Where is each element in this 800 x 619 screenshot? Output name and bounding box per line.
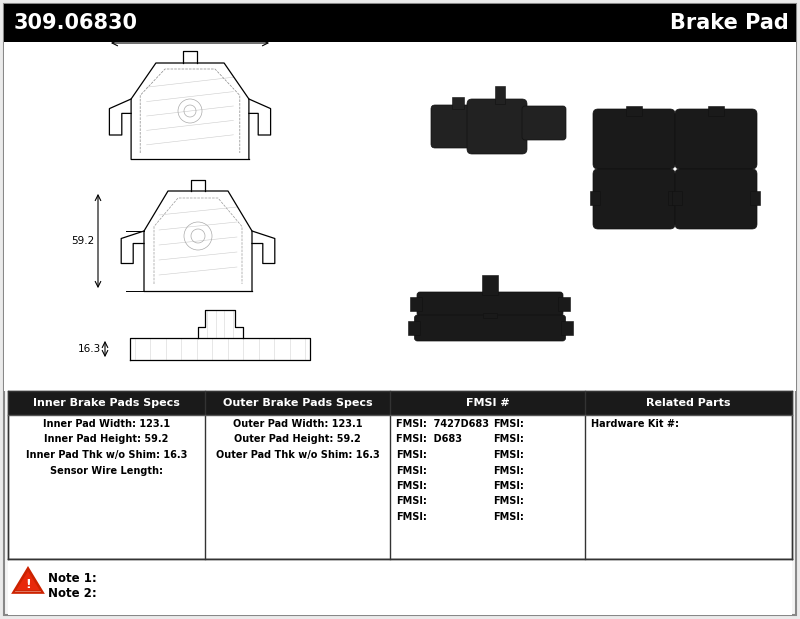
FancyBboxPatch shape bbox=[417, 292, 563, 316]
Text: Outer Pad Thk w/o Shim: 16.3: Outer Pad Thk w/o Shim: 16.3 bbox=[216, 450, 379, 460]
Text: 123.1: 123.1 bbox=[175, 29, 205, 39]
FancyBboxPatch shape bbox=[675, 169, 757, 229]
Text: Outer Pad Width: 123.1: Outer Pad Width: 123.1 bbox=[233, 419, 362, 429]
Text: FMSI:: FMSI: bbox=[396, 481, 427, 491]
Text: FMSI:: FMSI: bbox=[494, 496, 524, 506]
Bar bbox=[390, 391, 585, 415]
FancyBboxPatch shape bbox=[522, 106, 566, 140]
Text: Note 2:: Note 2: bbox=[48, 587, 97, 600]
Text: Outer Brake Pads Specs: Outer Brake Pads Specs bbox=[222, 398, 372, 408]
Text: FMSI:  7427D683: FMSI: 7427D683 bbox=[396, 419, 489, 429]
Text: FMSI:: FMSI: bbox=[494, 435, 524, 444]
Text: FMSI:: FMSI: bbox=[396, 450, 427, 460]
Text: Sensor Wire Length:: Sensor Wire Length: bbox=[50, 465, 163, 475]
FancyBboxPatch shape bbox=[467, 99, 527, 154]
Bar bbox=[8, 391, 792, 559]
FancyBboxPatch shape bbox=[431, 105, 494, 148]
Bar bbox=[482, 275, 498, 295]
Bar bbox=[205, 391, 390, 415]
Bar bbox=[672, 191, 682, 205]
Text: 16.3: 16.3 bbox=[78, 344, 101, 354]
FancyBboxPatch shape bbox=[593, 169, 675, 229]
Text: Brake Pad: Brake Pad bbox=[670, 13, 789, 33]
Bar bbox=[561, 321, 573, 335]
Text: Inner Brake Pads Specs: Inner Brake Pads Specs bbox=[33, 398, 180, 408]
Text: Inner Pad Width: 123.1: Inner Pad Width: 123.1 bbox=[43, 419, 170, 429]
Text: FMSI:: FMSI: bbox=[396, 496, 427, 506]
Text: FMSI #: FMSI # bbox=[466, 398, 510, 408]
Bar bbox=[585, 391, 792, 415]
Text: Outer Pad Height: 59.2: Outer Pad Height: 59.2 bbox=[234, 435, 361, 444]
FancyBboxPatch shape bbox=[414, 315, 566, 341]
FancyBboxPatch shape bbox=[675, 109, 757, 169]
Text: FMSI:: FMSI: bbox=[494, 465, 524, 475]
Text: FMSI:: FMSI: bbox=[494, 481, 524, 491]
Text: FMSI:: FMSI: bbox=[396, 512, 427, 522]
Polygon shape bbox=[15, 570, 41, 591]
Text: !: ! bbox=[25, 579, 31, 592]
Bar bbox=[495, 86, 505, 104]
Text: 59.2: 59.2 bbox=[70, 236, 94, 246]
Bar bbox=[4, 42, 796, 391]
Text: Inner Pad Thk w/o Shim: 16.3: Inner Pad Thk w/o Shim: 16.3 bbox=[26, 450, 187, 460]
Text: FMSI:: FMSI: bbox=[494, 450, 524, 460]
Bar bbox=[668, 191, 678, 205]
Bar bbox=[8, 391, 205, 415]
Text: FMSI:: FMSI: bbox=[396, 465, 427, 475]
Text: FMSI:  D683: FMSI: D683 bbox=[396, 435, 462, 444]
FancyBboxPatch shape bbox=[593, 109, 675, 169]
Bar bbox=[452, 97, 464, 109]
Bar bbox=[4, 4, 796, 42]
Bar bbox=[558, 297, 570, 311]
Text: Inner Pad Height: 59.2: Inner Pad Height: 59.2 bbox=[44, 435, 169, 444]
Text: Note 1:: Note 1: bbox=[48, 572, 97, 585]
Text: FMSI:: FMSI: bbox=[494, 419, 524, 429]
Bar bbox=[590, 191, 600, 205]
Text: FMSI:: FMSI: bbox=[494, 512, 524, 522]
Bar bbox=[410, 297, 422, 311]
Bar bbox=[708, 106, 724, 116]
Bar bbox=[626, 106, 642, 116]
Text: Related Parts: Related Parts bbox=[646, 398, 730, 408]
Text: Hardware Kit #:: Hardware Kit #: bbox=[591, 419, 679, 429]
Bar bbox=[483, 313, 497, 318]
Text: 309.06830: 309.06830 bbox=[14, 13, 138, 33]
Bar bbox=[407, 321, 419, 335]
Bar bbox=[750, 191, 760, 205]
Bar bbox=[8, 559, 792, 615]
